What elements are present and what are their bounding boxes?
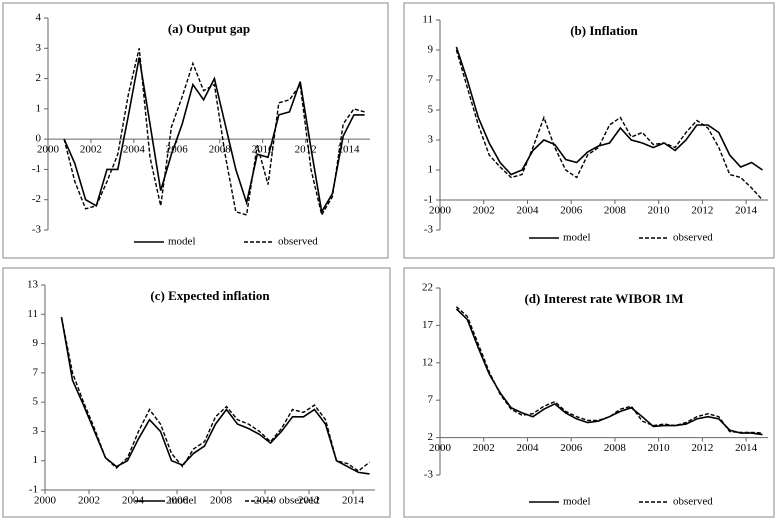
series-line (455, 49, 764, 201)
legend-label: observed (673, 232, 713, 244)
y-tick-label: 17 (422, 319, 434, 331)
y-tick-label: 13 (27, 279, 39, 291)
x-tick-label: 2008 (604, 205, 627, 217)
y-tick-label: 9 (33, 337, 39, 349)
y-tick-label: 2 (36, 72, 42, 84)
x-tick-label: 2014 (338, 144, 361, 156)
legend-label: observed (278, 236, 318, 248)
panel-border (2, 267, 391, 518)
series-line (63, 57, 365, 215)
chart-title: (a) Output gap (168, 21, 250, 36)
chart-title: (d) Interest rate WIBOR 1M (524, 291, 683, 306)
x-tick-label: 2002 (80, 144, 102, 156)
x-tick-label: 2010 (648, 442, 671, 454)
y-tick-label: -2 (32, 193, 41, 205)
panel-border (403, 267, 775, 518)
y-tick-label: 11 (27, 308, 38, 320)
chart-title: (b) Inflation (570, 23, 638, 38)
x-tick-label: 2006 (166, 495, 189, 507)
y-tick-label: 7 (33, 366, 39, 378)
x-tick-label: 2002 (473, 442, 495, 454)
x-tick-label: 2000 (429, 442, 452, 454)
y-tick-label: -3 (424, 224, 434, 236)
y-tick-label: 3 (428, 134, 434, 146)
y-tick-label: -3 (32, 224, 42, 236)
x-tick-label: 2002 (473, 205, 495, 217)
chart-title: (c) Expected inflation (150, 288, 270, 303)
legend-label: model (563, 496, 591, 508)
x-tick-label: 2002 (78, 495, 100, 507)
legend-label: observed (279, 495, 319, 507)
x-tick-label: 2008 (210, 495, 233, 507)
legend-label: model (169, 495, 197, 507)
x-tick-label: 2008 (209, 144, 232, 156)
x-tick-label: 2014 (342, 495, 365, 507)
x-tick-label: 2006 (560, 442, 583, 454)
y-tick-label: -1 (32, 163, 41, 175)
y-tick-label: 22 (422, 282, 433, 294)
series-line (60, 317, 370, 475)
y-tick-label: 9 (428, 44, 434, 56)
x-tick-label: 2000 (429, 205, 452, 217)
y-tick-label: 11 (422, 14, 433, 26)
y-tick-label: 2 (428, 431, 434, 443)
x-tick-label: 2004 (516, 205, 539, 217)
y-tick-label: 0 (36, 133, 42, 145)
y-tick-label: 5 (428, 104, 434, 116)
y-tick-label: 12 (422, 356, 433, 368)
series-line (455, 308, 763, 436)
y-tick-label: 1 (428, 164, 434, 176)
x-tick-label: 2004 (123, 144, 146, 156)
series-line (455, 46, 763, 176)
series-line (455, 306, 763, 434)
y-tick-label: 7 (428, 394, 434, 406)
x-tick-label: 2000 (37, 144, 60, 156)
x-tick-label: 2004 (122, 495, 145, 507)
legend-label: model (168, 236, 196, 248)
x-tick-label: 2012 (691, 205, 713, 217)
panel-border (2, 2, 389, 259)
x-tick-label: 2014 (735, 205, 758, 217)
x-tick-label: 2012 (298, 495, 320, 507)
x-tick-label: 2014 (735, 442, 758, 454)
x-tick-label: 2012 (691, 442, 713, 454)
series-line (63, 48, 365, 217)
x-tick-label: 2000 (34, 495, 57, 507)
panel-border (403, 2, 775, 259)
x-tick-label: 2006 (560, 205, 583, 217)
x-tick-label: 2008 (604, 442, 627, 454)
x-tick-label: 2012 (295, 144, 317, 156)
y-tick-label: 3 (33, 425, 39, 437)
legend-label: model (563, 232, 591, 244)
y-tick-label: -1 (424, 194, 433, 206)
x-tick-label: 2004 (516, 442, 539, 454)
y-tick-label: -1 (29, 484, 38, 496)
y-tick-label: 3 (36, 42, 42, 54)
y-tick-label: 4 (36, 12, 42, 24)
y-tick-label: 7 (428, 74, 434, 86)
y-tick-label: 1 (33, 454, 39, 466)
legend-label: observed (673, 496, 713, 508)
x-tick-label: 2010 (648, 205, 671, 217)
y-tick-label: 5 (33, 396, 39, 408)
series-line (60, 317, 370, 472)
y-tick-label: -3 (424, 469, 434, 481)
y-tick-label: 1 (36, 102, 42, 114)
